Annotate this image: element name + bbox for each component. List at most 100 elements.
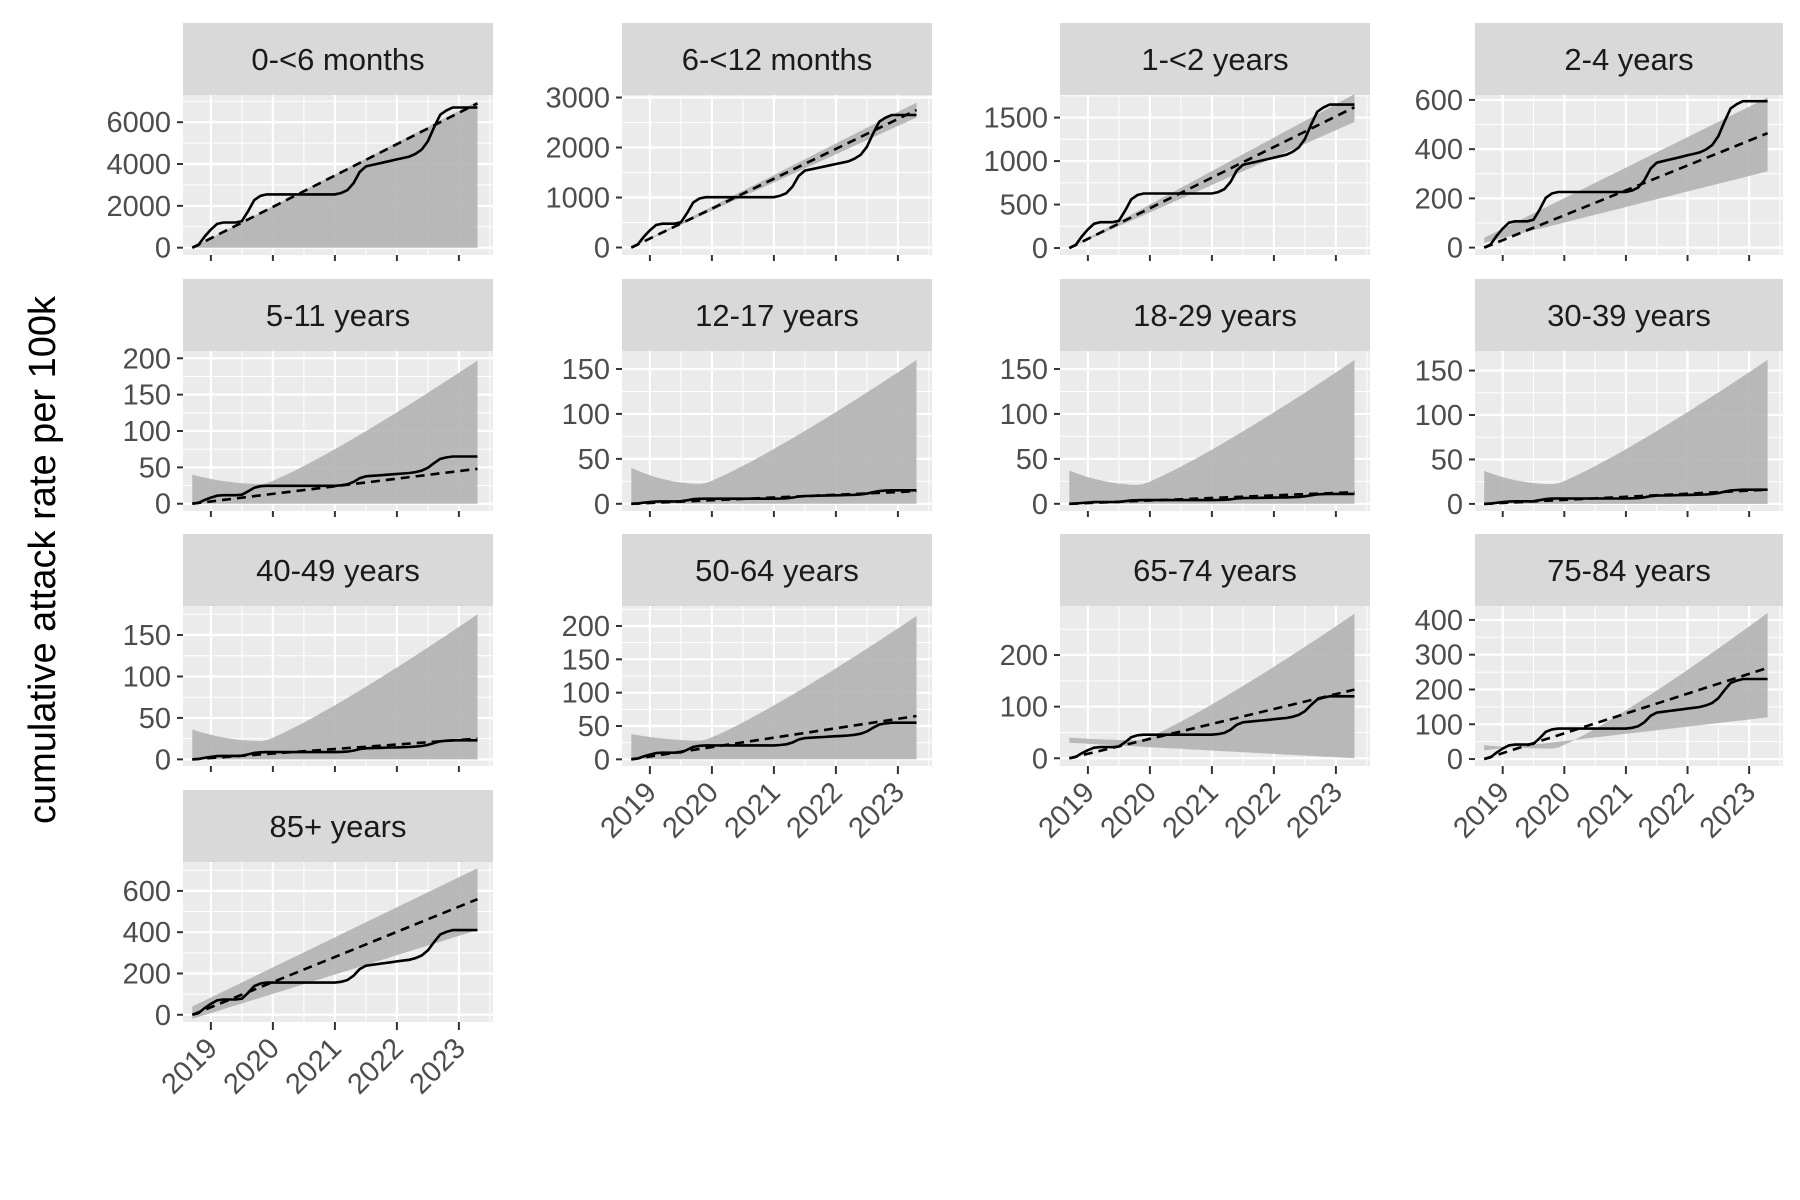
y-axis-label: cumulative attack rate per 100k xyxy=(22,295,64,824)
facet-title: 6-<12 months xyxy=(682,42,872,77)
facet-title: 2-4 years xyxy=(1564,42,1693,77)
facet-panel: 40-49 years 0 50 100 150 xyxy=(123,534,493,776)
facet-panel: 6-<12 months 0 1000 2000 3000 xyxy=(545,23,932,265)
facet-title: 5-11 years xyxy=(266,298,410,333)
x-tick-label: 2023 xyxy=(843,776,911,844)
y-tick-label: 100 xyxy=(1415,709,1463,741)
y-tick-label: 0 xyxy=(155,1000,171,1032)
x-tick-label: 2020 xyxy=(218,1032,286,1100)
observed-line xyxy=(192,455,478,505)
observed-line xyxy=(191,928,478,1017)
facet-panel: 18-29 years 0 50 100 150 xyxy=(1000,279,1370,521)
observed-line xyxy=(1483,677,1768,761)
y-tick-label: 2000 xyxy=(545,133,610,165)
y-tick-label: 600 xyxy=(123,876,171,908)
x-tick-label: 2019 xyxy=(156,1032,224,1100)
y-tick-label: 100 xyxy=(123,661,171,693)
y-tick-label: 0 xyxy=(1032,233,1048,265)
y-tick-label: 0 xyxy=(594,744,610,776)
y-tick-label: 600 xyxy=(1415,85,1463,117)
y-tick-label: 150 xyxy=(1000,354,1048,386)
y-tick-label: 400 xyxy=(1415,605,1463,637)
y-tick-label: 50 xyxy=(139,452,171,484)
facet-title: 1-<2 years xyxy=(1141,42,1288,77)
facet-panel: 1-<2 years 0 500 1000 1500 xyxy=(983,23,1370,265)
y-tick-label: 0 xyxy=(155,233,171,265)
x-tick-label: 2020 xyxy=(1095,776,1163,844)
y-tick-label: 0 xyxy=(1447,489,1463,521)
fitted-line xyxy=(1483,131,1769,249)
facet-strip xyxy=(1060,23,1370,95)
facet-panel: 5-11 years 0 50 100 150 200 xyxy=(123,279,493,521)
y-tick-label: 2000 xyxy=(106,191,171,223)
facet-title: 85+ years xyxy=(269,809,406,844)
y-tick-label: 0 xyxy=(1032,743,1048,775)
facet-strip xyxy=(183,534,493,606)
prediction-ribbon xyxy=(1484,97,1768,243)
y-tick-label: 0 xyxy=(594,233,610,265)
x-tick-label: 2019 xyxy=(1033,776,1101,844)
y-tick-label: 0 xyxy=(155,744,171,776)
prediction-ribbon xyxy=(1069,613,1355,759)
observed-line xyxy=(1068,103,1355,250)
facet-title: 18-29 years xyxy=(1133,298,1297,333)
fitted-line xyxy=(191,897,478,1016)
facet-strip xyxy=(183,23,493,95)
x-tick-label: 2019 xyxy=(595,776,663,844)
y-tick-label: 150 xyxy=(123,380,171,412)
facet-strip xyxy=(622,23,932,95)
x-tick-label: 2020 xyxy=(657,776,725,844)
facet-strip xyxy=(1060,534,1370,606)
y-tick-label: 100 xyxy=(1000,692,1048,724)
fitted-line xyxy=(191,102,479,249)
y-tick-label: 50 xyxy=(1016,444,1048,476)
prediction-ribbon xyxy=(192,614,478,760)
x-tick-label: 2022 xyxy=(1219,776,1287,844)
y-tick-label: 0 xyxy=(594,489,610,521)
y-tick-label: 200 xyxy=(562,611,610,643)
prediction-ribbon xyxy=(192,868,478,1019)
facet-strip xyxy=(183,790,493,862)
facet-title: 0-<6 months xyxy=(251,42,424,77)
facet-panel: 12-17 years 0 50 100 150 xyxy=(562,279,932,521)
y-tick-label: 200 xyxy=(1415,183,1463,215)
y-tick-label: 50 xyxy=(139,703,171,735)
y-tick-label: 200 xyxy=(1415,674,1463,706)
y-tick-label: 6000 xyxy=(106,107,171,139)
y-tick-label: 300 xyxy=(1415,640,1463,672)
facet-title: 65-74 years xyxy=(1133,553,1297,588)
x-tick-label: 2022 xyxy=(781,776,849,844)
observed-line xyxy=(192,738,478,761)
y-tick-label: 50 xyxy=(1431,444,1463,476)
y-tick-label: 400 xyxy=(123,917,171,949)
facet-strip xyxy=(622,279,932,351)
y-tick-label: 400 xyxy=(1415,134,1463,166)
y-tick-label: 100 xyxy=(123,416,171,448)
y-tick-label: 0 xyxy=(1447,744,1463,776)
y-tick-label: 0 xyxy=(155,489,171,521)
observed-line xyxy=(631,721,917,761)
y-tick-label: 150 xyxy=(562,354,610,386)
observed-line xyxy=(1069,694,1355,760)
x-tick-label: 2021 xyxy=(719,776,787,844)
observed-line xyxy=(631,488,917,506)
facet-title: 75-84 years xyxy=(1547,553,1711,588)
facet-title: 50-64 years xyxy=(695,553,859,588)
facet-title: 40-49 years xyxy=(256,553,420,588)
x-tick-label: 2022 xyxy=(1632,776,1700,844)
prediction-ribbon xyxy=(1484,613,1768,751)
prediction-ribbon xyxy=(1484,359,1768,504)
y-tick-label: 100 xyxy=(562,399,610,431)
facet-title: 12-17 years xyxy=(695,298,859,333)
facet-strip xyxy=(183,279,493,351)
y-tick-label: 4000 xyxy=(106,149,171,181)
x-tick-label: 2023 xyxy=(404,1032,472,1100)
facet-title: 30-39 years xyxy=(1547,298,1711,333)
y-tick-label: 500 xyxy=(1000,190,1048,222)
prediction-ribbon xyxy=(631,616,917,760)
